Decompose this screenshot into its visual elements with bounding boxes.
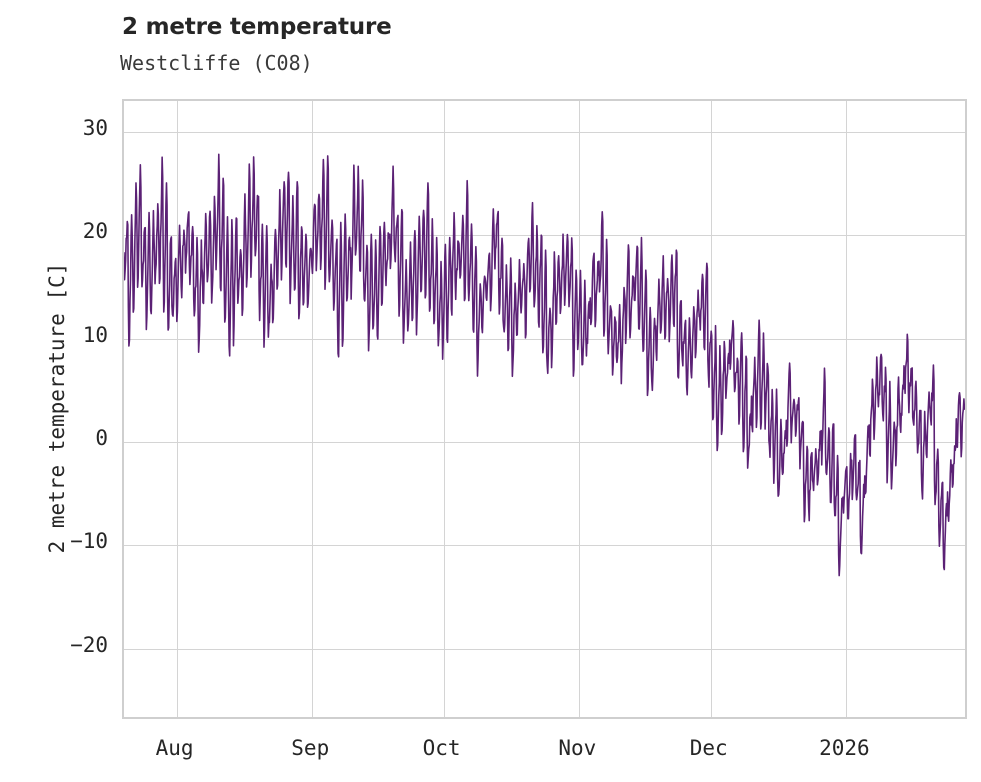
gridline-horizontal xyxy=(124,545,965,546)
gridline-vertical xyxy=(177,101,178,717)
gridline-vertical xyxy=(711,101,712,717)
gridline-vertical xyxy=(444,101,445,717)
gridline-vertical xyxy=(312,101,313,717)
y-tick-label: 0 xyxy=(95,426,108,450)
x-tick-label: Dec xyxy=(689,736,728,760)
x-tick-label: Oct xyxy=(422,736,461,760)
temperature-series xyxy=(124,153,965,577)
y-tick-label: 20 xyxy=(82,219,108,244)
chart-subtitle: Westcliffe (C08) xyxy=(120,51,313,75)
y-tick-label: −20 xyxy=(70,632,108,657)
y-tick-label: −10 xyxy=(70,529,108,554)
temperature-line xyxy=(124,153,965,577)
y-tick-label: 10 xyxy=(82,322,108,347)
gridline-horizontal xyxy=(124,235,965,236)
x-tick-label: 2026 xyxy=(819,736,870,760)
gridline-horizontal xyxy=(124,339,965,340)
chart-title: 2 metre temperature xyxy=(122,14,392,40)
x-tick-label: Nov xyxy=(558,736,597,760)
y-tick-label: 30 xyxy=(82,116,108,140)
gridline-vertical xyxy=(579,101,580,717)
x-tick-label: Sep xyxy=(291,736,330,760)
gridline-horizontal xyxy=(124,649,965,650)
gridline-horizontal xyxy=(124,442,965,443)
gridline-vertical xyxy=(846,101,847,717)
plot-area xyxy=(122,99,967,719)
y-axis-label: 2 metre temperature [C] xyxy=(45,262,69,554)
plot-inner xyxy=(124,101,965,717)
x-tick-label: Aug xyxy=(155,736,194,760)
gridline-horizontal xyxy=(124,132,965,133)
